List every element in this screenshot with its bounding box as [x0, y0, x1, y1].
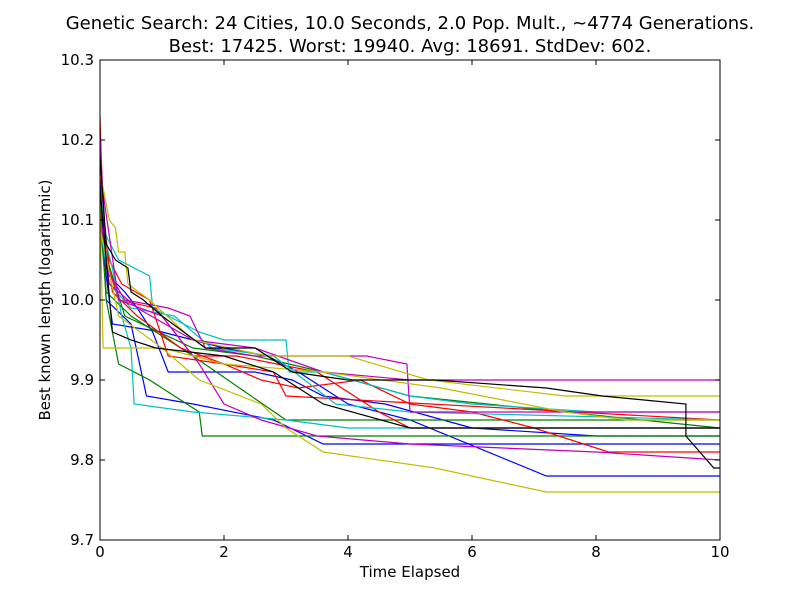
chart-subtitle: Best: 17425. Worst: 19940. Avg: 18691. S… [169, 36, 652, 57]
y-tick-label: 9.7 [70, 531, 94, 549]
plot-frame [99, 59, 721, 541]
y-tick-label: 10.3 [61, 51, 94, 69]
series-line-2 [100, 179, 720, 445]
series-line-15 [100, 211, 720, 381]
x-tick-label: 8 [591, 543, 601, 561]
series-line-9 [100, 195, 720, 421]
x-tick-label: 4 [343, 543, 353, 561]
y-tick-label: 9.9 [70, 371, 94, 389]
chart-title: Genetic Search: 24 Cities, 10.0 Seconds,… [66, 13, 755, 34]
series-line-8 [100, 163, 720, 429]
series-line-14 [100, 171, 720, 461]
x-tick-label: 2 [219, 543, 229, 561]
series-line-17 [100, 203, 720, 493]
series-line-4 [100, 203, 720, 437]
y-tick-label: 10.0 [61, 291, 94, 309]
x-tick-label: 6 [467, 543, 477, 561]
x-tick-label: 10 [710, 543, 729, 561]
y-tick-label: 10.1 [61, 211, 94, 229]
y-axis-label: Best known length (logarithmic) [36, 180, 54, 421]
series-line-10 [100, 187, 720, 413]
series-layer [100, 115, 720, 493]
series-line-13 [100, 131, 720, 413]
series-line-20 [100, 187, 720, 429]
series-line-19 [100, 155, 720, 469]
series-line-5 [100, 219, 720, 421]
series-line-1 [100, 139, 720, 437]
y-tick-label: 10.2 [61, 131, 94, 149]
series-line-7 [100, 115, 720, 453]
y-tick-label: 9.8 [70, 451, 94, 469]
ticks-layer: 0 2 4 6 8 10 9.7 9.8 9.9 10.0 10.1 10.2 10.3 [61, 51, 730, 561]
series-line-12 [100, 227, 720, 421]
series-line-11 [100, 219, 720, 429]
series-line-18 [100, 227, 720, 421]
x-axis-label: Time Elapsed [359, 563, 460, 581]
x-tick-label: 0 [95, 543, 105, 561]
series-line-16 [100, 171, 720, 397]
